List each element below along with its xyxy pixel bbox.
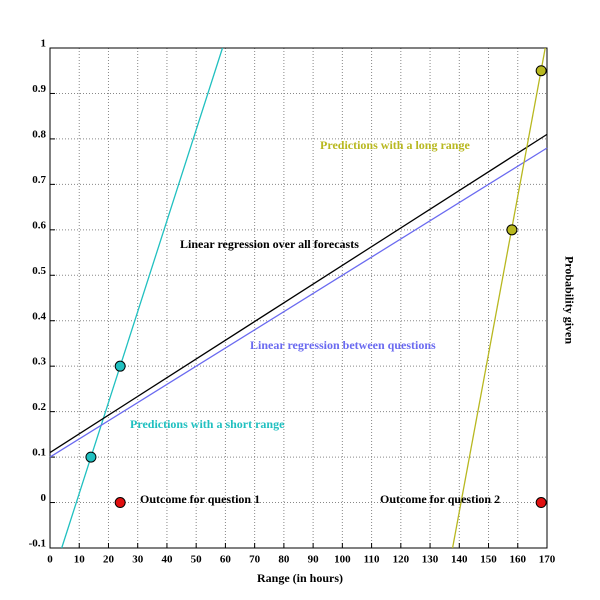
marker (535, 497, 547, 509)
y-tick-label: 0 (41, 492, 47, 504)
x-axis-label: Range (in hours) (257, 571, 343, 585)
y-tick-label: 0.2 (32, 401, 46, 413)
x-tick-label: 50 (191, 554, 203, 566)
series-label: Predictions with a short range (130, 417, 285, 431)
series-label: Linear regression over all forecasts (180, 237, 359, 251)
series-label: Linear regression between questions (250, 338, 436, 352)
x-tick-label: 30 (132, 554, 144, 566)
x-tick-label: 170 (539, 554, 556, 566)
series-label: Predictions with a long range (320, 138, 470, 152)
x-tick-label: 140 (451, 554, 468, 566)
y-tick-label: -0.1 (29, 538, 46, 550)
marker (535, 65, 547, 77)
marker (114, 360, 126, 372)
x-tick-label: 120 (393, 554, 410, 566)
marker (85, 451, 97, 463)
x-tick-label: 110 (364, 554, 380, 566)
y-tick-label: 0.7 (32, 174, 46, 186)
y-tick-label: 0.4 (32, 310, 46, 322)
line (451, 47, 546, 549)
line (61, 47, 224, 549)
x-tick-label: 0 (47, 554, 53, 566)
x-tick-label: 80 (278, 554, 290, 566)
y-tick-label: 0.5 (32, 265, 46, 277)
x-tick-label: 100 (334, 554, 351, 566)
line (49, 133, 548, 454)
x-tick-label: 90 (308, 554, 320, 566)
x-tick-label: 150 (480, 554, 497, 566)
y-tick-label: 0.9 (32, 83, 46, 95)
y-tick-label: 0.8 (32, 128, 46, 140)
x-tick-label: 160 (510, 554, 527, 566)
x-tick-label: 10 (74, 554, 86, 566)
y-axis-label: Probability given (562, 256, 576, 344)
x-tick-label: 70 (249, 554, 261, 566)
x-tick-label: 130 (422, 554, 439, 566)
marker (114, 497, 126, 509)
line (49, 147, 548, 458)
y-tick-label: 1 (41, 38, 47, 50)
y-tick-label: 0.1 (32, 447, 46, 459)
y-tick-label: 0.3 (32, 356, 46, 368)
x-tick-label: 60 (220, 554, 232, 566)
y-tick-label: 0.6 (32, 219, 46, 231)
marker (506, 224, 518, 236)
x-tick-label: 20 (103, 554, 115, 566)
series-label: Outcome for question 2 (380, 492, 500, 506)
series-label: Outcome for question 1 (140, 492, 260, 506)
x-tick-label: 40 (161, 554, 173, 566)
plot-frame (49, 47, 548, 549)
